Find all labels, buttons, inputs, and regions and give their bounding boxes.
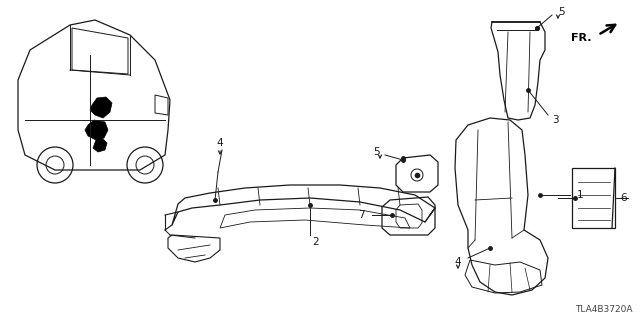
Polygon shape xyxy=(85,120,108,140)
Text: 3: 3 xyxy=(552,115,559,125)
Polygon shape xyxy=(90,97,112,118)
Text: 1: 1 xyxy=(577,190,584,200)
Text: 4: 4 xyxy=(454,257,461,267)
Text: TLA4B3720A: TLA4B3720A xyxy=(575,306,632,315)
Text: 7: 7 xyxy=(358,210,365,220)
Polygon shape xyxy=(93,138,107,152)
Text: 5: 5 xyxy=(558,7,564,17)
Text: 4: 4 xyxy=(217,138,223,148)
Text: 6: 6 xyxy=(620,193,627,203)
Text: FR.: FR. xyxy=(572,33,592,43)
Text: 5: 5 xyxy=(373,147,380,157)
Text: 2: 2 xyxy=(312,237,319,247)
